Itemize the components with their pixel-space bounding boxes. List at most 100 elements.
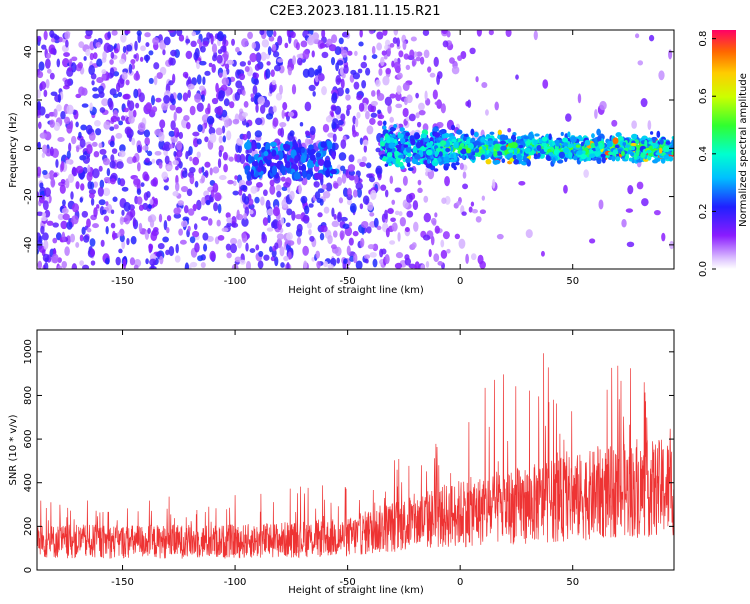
heatmap-cell xyxy=(256,181,263,188)
heatmap-cell xyxy=(75,181,80,190)
heatmap-cell xyxy=(287,111,295,117)
heatmap-cell xyxy=(189,261,198,268)
heatmap-cell xyxy=(387,104,392,114)
heatmap-cell xyxy=(443,156,450,163)
heatmap-cell xyxy=(384,163,389,167)
heatmap-cell xyxy=(300,147,306,154)
heatmap-cell xyxy=(515,74,519,80)
heatmap-cell xyxy=(360,237,365,248)
heatmap-cell xyxy=(580,153,587,160)
heatmap-cell xyxy=(251,160,259,167)
heatmap-cell xyxy=(241,217,249,227)
x-tick-label: -100 xyxy=(224,577,247,588)
heatmap-cell xyxy=(53,172,58,178)
heatmap-cell xyxy=(224,63,230,70)
heatmap-cell xyxy=(441,30,448,35)
heatmap-cell xyxy=(251,141,256,152)
heatmap-cell xyxy=(423,49,430,59)
heatmap-cell xyxy=(355,182,364,191)
heatmap-cell xyxy=(239,184,247,191)
heatmap-cell xyxy=(173,127,180,138)
heatmap-cell xyxy=(56,104,62,112)
heatmap-cell xyxy=(89,238,96,247)
heatmap-cell xyxy=(386,136,391,144)
heatmap-cell xyxy=(358,102,365,112)
heatmap-cell xyxy=(222,135,227,143)
heatmap-cell xyxy=(110,209,115,214)
heatmap-cell xyxy=(511,142,518,149)
heatmap-cell xyxy=(98,142,103,149)
heatmap-cell xyxy=(312,90,316,97)
heatmap-cell xyxy=(247,31,253,40)
heatmap-cell xyxy=(234,153,238,162)
heatmap-cell xyxy=(378,68,383,76)
heatmap-cell xyxy=(436,74,441,85)
heatmap-cell xyxy=(309,235,315,242)
heatmap-cell xyxy=(283,182,291,188)
heatmap-cell xyxy=(131,137,136,146)
heatmap-cell xyxy=(481,195,485,201)
heatmap-cell xyxy=(345,94,351,101)
heatmap-cell xyxy=(320,225,328,233)
heatmap-cell xyxy=(594,108,598,119)
heatmap-cell xyxy=(317,65,322,74)
heatmap-cell xyxy=(462,136,467,142)
heatmap-cell xyxy=(338,37,344,45)
heatmap-cell xyxy=(220,45,227,53)
heatmap-cell xyxy=(422,30,430,36)
heatmap-cell xyxy=(113,124,119,130)
heatmap-cell xyxy=(285,222,291,228)
heatmap-cell xyxy=(406,193,413,203)
heatmap-cell xyxy=(151,106,158,113)
heatmap-cell xyxy=(222,69,227,80)
heatmap-cell xyxy=(221,77,230,86)
heatmap-cell xyxy=(259,104,266,114)
heatmap-cell xyxy=(357,68,363,74)
heatmap-cell xyxy=(291,210,296,221)
heatmap-cell xyxy=(518,144,524,149)
heatmap-cell xyxy=(206,115,215,125)
heatmap-cell xyxy=(95,41,102,48)
heatmap-cell xyxy=(348,221,353,227)
heatmap-x-ticks: -150 -100 -50 0 50 xyxy=(111,30,579,287)
heatmap-cell xyxy=(394,139,398,144)
heatmap-cell xyxy=(376,31,384,40)
heatmap-cell xyxy=(462,171,467,179)
heatmap-cell xyxy=(50,91,58,96)
heatmap-cell xyxy=(420,146,427,152)
heatmap-cell xyxy=(221,125,226,134)
heatmap-cell xyxy=(86,218,91,228)
heatmap-cell xyxy=(231,38,235,46)
heatmap-y-ticks: -40 -20 0 20 40 xyxy=(23,45,674,253)
heatmap-cell xyxy=(57,265,63,269)
heatmap-cell xyxy=(474,148,480,153)
heatmap-cell xyxy=(148,50,154,56)
heatmap-cell xyxy=(337,212,342,223)
heatmap-cell xyxy=(175,165,179,171)
heatmap-cell xyxy=(153,227,159,233)
heatmap-cell xyxy=(241,112,248,117)
heatmap-cell xyxy=(367,244,375,250)
heatmap-cell xyxy=(302,169,307,179)
heatmap-cell xyxy=(353,189,358,198)
heatmap-cell xyxy=(46,220,54,226)
heatmap-cell xyxy=(450,153,454,159)
heatmap-cell xyxy=(631,133,638,140)
heatmap-cell xyxy=(362,195,370,205)
heatmap-cell xyxy=(584,139,591,146)
heatmap-cell xyxy=(433,253,440,263)
heatmap-cell xyxy=(383,55,388,60)
heatmap-frame xyxy=(36,29,675,270)
heatmap-cell xyxy=(361,220,369,228)
heatmap-cell xyxy=(309,125,316,136)
heatmap-cell xyxy=(158,161,163,169)
heatmap-cell xyxy=(209,250,216,261)
heatmap-cells xyxy=(37,30,674,269)
heatmap-cell xyxy=(393,61,401,70)
heatmap-cell xyxy=(330,111,335,118)
heatmap-cell xyxy=(446,30,451,38)
heatmap-cell xyxy=(440,249,448,259)
heatmap-cell xyxy=(354,50,358,56)
heatmap-cell xyxy=(390,217,396,223)
heatmap-cell xyxy=(43,261,49,269)
